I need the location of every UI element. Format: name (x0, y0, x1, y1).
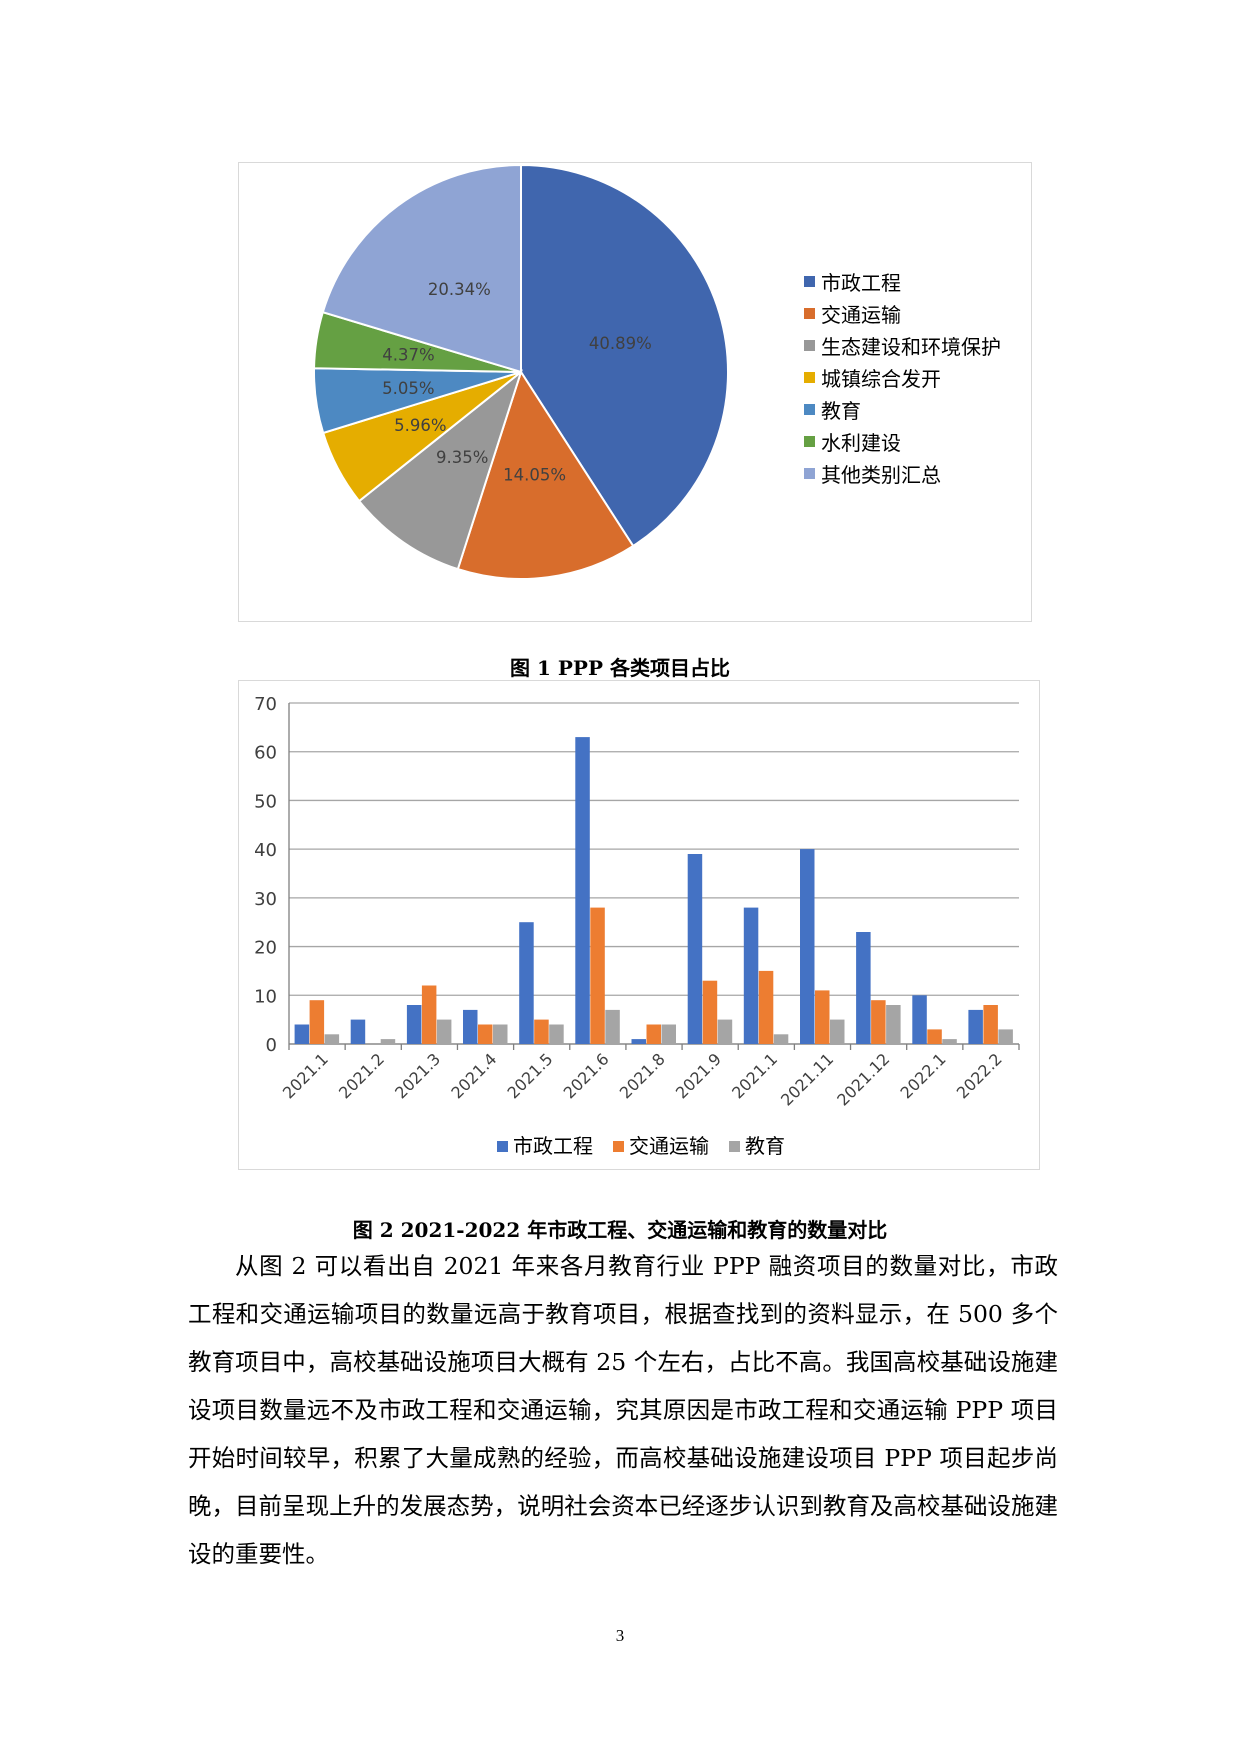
x-tick-label: 2021.1 (279, 1049, 332, 1102)
x-tick-label: 2021.5 (503, 1049, 556, 1102)
bar-1-11 (856, 932, 871, 1044)
x-tick-label: 2021.1 (728, 1049, 781, 1102)
figure2-caption: 图 2 2021-2022 年市政工程、交通运输和教育的数量对比 (352, 1218, 888, 1242)
bar-2-10 (815, 990, 830, 1044)
legend-swatch (804, 436, 815, 447)
bar-2-12 (927, 1029, 942, 1044)
y-tick-label: 60 (254, 743, 277, 764)
legend-swatch (613, 1141, 624, 1152)
bar-3-12 (942, 1039, 957, 1044)
y-tick-label: 50 (254, 791, 277, 812)
pie-data-label: 5.96% (394, 416, 446, 435)
y-tick-label: 0 (266, 1035, 277, 1056)
legend-label: 教育 (821, 399, 861, 423)
bar-1-6 (575, 737, 590, 1044)
legend-swatch (729, 1141, 740, 1152)
legend-swatch (804, 340, 815, 351)
x-tick-label: 2021.3 (391, 1049, 444, 1102)
bar-3-1 (324, 1034, 340, 1044)
bar-2-1 (309, 1000, 325, 1044)
y-tick-label: 30 (254, 889, 277, 910)
y-tick-label: 40 (254, 840, 277, 861)
bar-2-11 (871, 1000, 886, 1044)
bar-2-5 (534, 1019, 549, 1044)
pie-chart: 40.89% 14.05% 9.35% 5.96% 5.05% 4.37% 20.34% 市政… (313, 163, 1001, 580)
pie-slice-3 (357, 369, 523, 571)
legend-label: 市政工程 (821, 271, 901, 295)
body-paragraph: 从图 2 可以看出自 2021 年来各月教育行业 PPP 融资项目的数量对比，市… (188, 1252, 1058, 1568)
x-tick-label: 2021.9 (672, 1049, 725, 1102)
legend-swatch (804, 372, 815, 383)
y-tick-label: 10 (254, 986, 277, 1007)
x-tick-label: 2022.2 (953, 1049, 1006, 1102)
legend-label: 水利建设 (821, 431, 901, 455)
legend-label: 其他类别汇总 (821, 463, 941, 487)
bar-1-10 (800, 849, 815, 1044)
pie-data-label: 4.37% (382, 345, 434, 364)
bar-3-9 (773, 1034, 789, 1044)
bar-3-13 (998, 1029, 1013, 1044)
bar-2-4 (478, 1024, 493, 1044)
pie-data-label: 9.35% (436, 448, 488, 467)
bar-1-1 (294, 1024, 310, 1044)
bar-3-5 (549, 1024, 564, 1044)
pie-data-label: 14.05% (503, 466, 566, 485)
bar-2-3 (421, 985, 437, 1044)
legend-label: 教育 (745, 1134, 785, 1158)
bar-3-4 (493, 1024, 508, 1044)
bar-1-5 (519, 922, 534, 1044)
x-tick-label: 2022.1 (897, 1049, 950, 1102)
figure1-caption: 图 1 PPP 各类项目占比 (510, 656, 730, 680)
bar-2-13 (983, 1005, 998, 1044)
bar-3-3 (436, 1019, 452, 1044)
pie-chart-frame: 40.89% 14.05% 9.35% 5.96% 5.05% 4.37% 20.34% 市政… (238, 162, 1032, 622)
bar-1-2 (350, 1019, 366, 1044)
bar-1-13 (968, 1009, 983, 1044)
bar-3-8 (717, 1019, 733, 1044)
pie-slice-7 (321, 163, 522, 374)
bar-1-9 (743, 907, 759, 1044)
bar-1-8 (687, 854, 703, 1044)
legend-label: 生态建设和环境保护 (821, 335, 1001, 359)
legend-label: 交通运输 (821, 303, 901, 327)
y-tick-label: 20 (254, 938, 277, 959)
x-tick-label: 2021.6 (560, 1049, 613, 1102)
legend-swatch (804, 468, 815, 479)
pie-data-label: 20.34% (428, 280, 491, 299)
bar-chart-frame: 0 10 20 30 40 50 60 70 2021.1 2021.2 2021.3 2021.4 2… (238, 680, 1040, 1170)
x-tick-label: 2021.2 (335, 1049, 388, 1102)
pie-data-label: 5.05% (382, 379, 434, 398)
bar-2-8 (702, 980, 718, 1044)
x-tick-label: 2021.4 (447, 1049, 500, 1102)
legend-swatch (804, 308, 815, 319)
pie-data-label: 40.89% (589, 334, 652, 353)
legend-swatch (497, 1141, 508, 1152)
legend-label: 城镇综合发开 (821, 367, 941, 391)
page-number: 3 (615, 1626, 625, 1645)
pie-slice-2 (456, 369, 635, 580)
bar-3-6 (605, 1009, 620, 1044)
y-tick-label: 70 (254, 694, 277, 715)
bar-1-12 (912, 995, 927, 1044)
x-tick-label: 2021.11 (777, 1049, 837, 1109)
bar-3-2 (380, 1039, 396, 1044)
bar-3-10 (830, 1019, 845, 1044)
bar-1-3 (406, 1005, 422, 1044)
bar-1-4 (463, 1009, 478, 1044)
legend-label: 交通运输 (629, 1134, 709, 1158)
bar-2-6 (590, 907, 605, 1044)
bar-2-9 (758, 970, 774, 1044)
bar-3-11 (886, 1005, 901, 1044)
bar-2-7 (646, 1024, 661, 1044)
bar-1-7 (631, 1039, 646, 1044)
legend-label: 市政工程 (513, 1134, 593, 1158)
legend-swatch (804, 276, 815, 287)
legend-swatch (804, 404, 815, 415)
x-tick-label: 2021.8 (616, 1049, 669, 1102)
bar-3-7 (661, 1024, 676, 1044)
x-tick-label: 2021.12 (833, 1049, 893, 1109)
